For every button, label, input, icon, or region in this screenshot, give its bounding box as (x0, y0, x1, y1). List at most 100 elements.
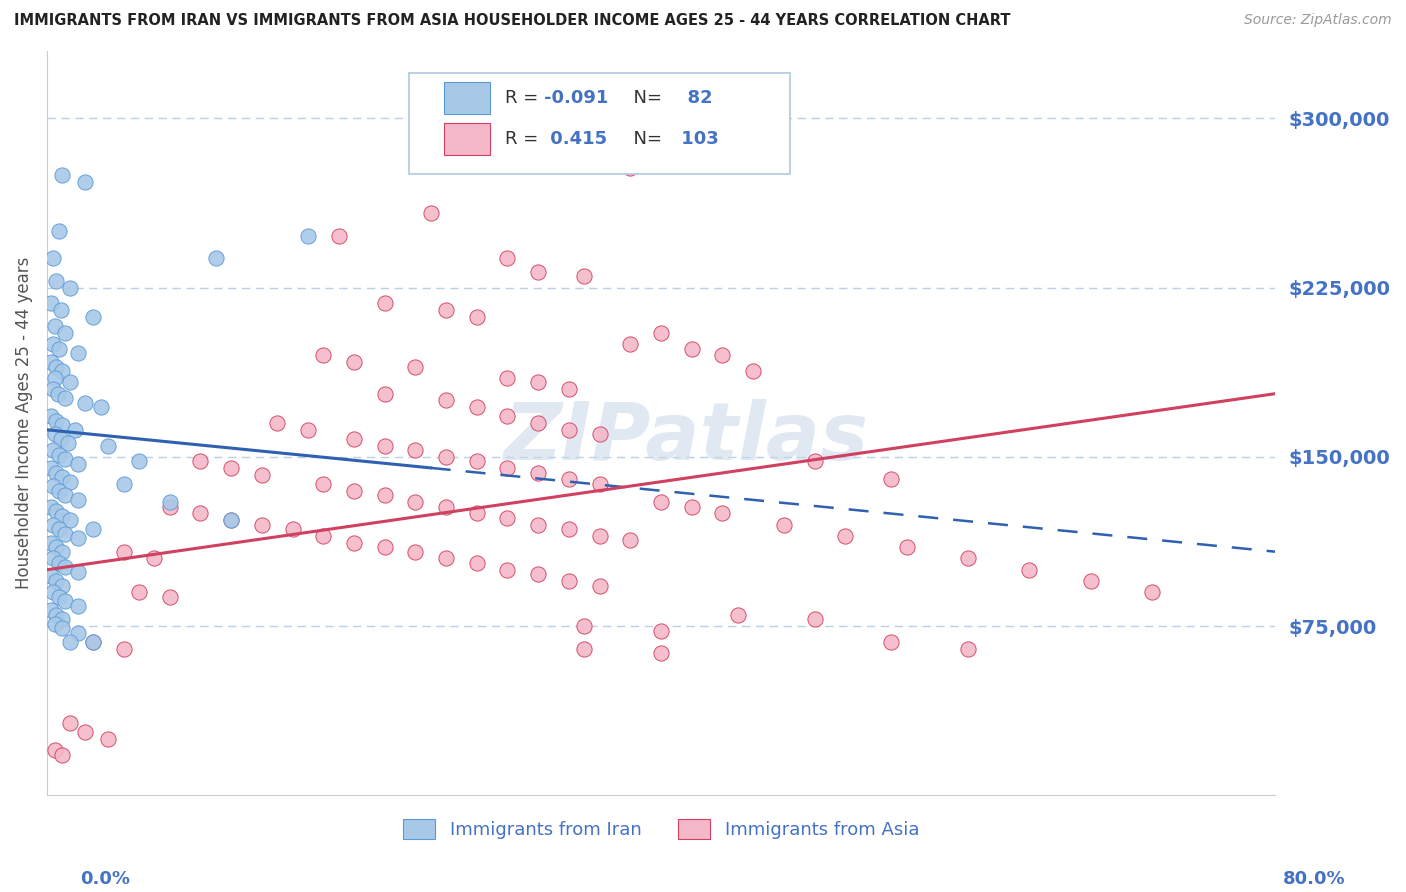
Point (51, 508, 73, 523)
Point (82, 635, 104, 649)
Point (619, 337, 641, 351)
Point (650, 624, 672, 638)
Point (558, 382, 581, 396)
Point (45, 359, 67, 374)
Point (434, 393, 457, 408)
Point (112, 641, 135, 656)
Legend: Immigrants from Iran, Immigrants from Asia: Immigrants from Iran, Immigrants from As… (395, 812, 927, 846)
Point (250, 467, 273, 482)
Point (159, 495, 181, 509)
Point (343, 355, 366, 369)
Point (82, 310, 104, 324)
Point (496, 461, 519, 475)
Point (250, 517, 273, 532)
Point (527, 466, 550, 480)
Point (434, 450, 457, 464)
Point (42, 443, 65, 458)
Point (51, 747, 73, 762)
Point (772, 517, 794, 532)
Point (558, 522, 581, 536)
Point (588, 578, 610, 592)
Point (59, 475, 82, 489)
Point (496, 409, 519, 424)
Point (312, 529, 335, 543)
Point (45, 274, 67, 288)
Point (434, 551, 457, 566)
Point (896, 540, 918, 554)
Point (343, 535, 366, 549)
Point (404, 544, 426, 558)
Point (650, 495, 672, 509)
Point (49, 432, 72, 446)
Point (51, 168, 73, 182)
Point (112, 477, 135, 491)
Point (803, 454, 825, 468)
Point (312, 477, 335, 491)
Point (727, 607, 749, 622)
Point (51, 544, 73, 558)
Point (51, 364, 73, 378)
Point (42, 252, 65, 266)
Point (63, 423, 86, 437)
Point (219, 513, 242, 527)
Point (42, 382, 65, 396)
Point (59, 280, 82, 294)
Point (45, 540, 67, 554)
Point (51, 470, 73, 484)
Text: N=: N= (621, 89, 662, 107)
Text: Source: ZipAtlas.com: Source: ZipAtlas.com (1244, 13, 1392, 28)
Point (465, 310, 488, 324)
Point (957, 551, 980, 566)
Text: 0.415: 0.415 (544, 130, 607, 148)
Point (82, 522, 104, 536)
Point (404, 495, 426, 509)
Text: 103: 103 (675, 130, 718, 148)
Point (42, 337, 65, 351)
Point (75, 175, 97, 189)
Point (527, 567, 550, 582)
Point (159, 500, 181, 514)
Point (204, 252, 226, 266)
Point (219, 513, 242, 527)
FancyBboxPatch shape (409, 73, 790, 174)
Point (803, 612, 825, 626)
Point (465, 401, 488, 415)
Point (41, 461, 63, 475)
Text: 0.0%: 0.0% (80, 870, 131, 888)
Point (190, 506, 212, 520)
Point (53, 488, 76, 502)
Point (66, 599, 89, 613)
Text: ZIPatlas: ZIPatlas (503, 399, 868, 477)
Point (53, 560, 76, 574)
Point (48, 448, 70, 462)
Point (51, 621, 73, 635)
Point (75, 725, 97, 739)
Point (297, 228, 319, 243)
Point (558, 574, 581, 588)
Point (45, 466, 67, 480)
Point (41, 409, 63, 424)
Point (58, 436, 80, 450)
Point (1018, 563, 1040, 577)
Point (41, 535, 63, 549)
Point (527, 517, 550, 532)
Point (42, 551, 65, 566)
Point (496, 563, 519, 577)
Point (465, 454, 488, 468)
Point (44, 371, 66, 385)
Point (312, 348, 335, 362)
Point (1080, 574, 1102, 588)
Point (45, 607, 67, 622)
Point (328, 228, 350, 243)
Point (650, 326, 672, 340)
Point (434, 500, 457, 514)
Point (574, 619, 596, 633)
Point (44, 318, 66, 333)
Point (51, 418, 73, 433)
Point (711, 506, 734, 520)
Point (48, 483, 70, 498)
Point (41, 355, 63, 369)
Point (619, 533, 641, 548)
Point (44, 616, 66, 631)
Point (574, 641, 596, 656)
